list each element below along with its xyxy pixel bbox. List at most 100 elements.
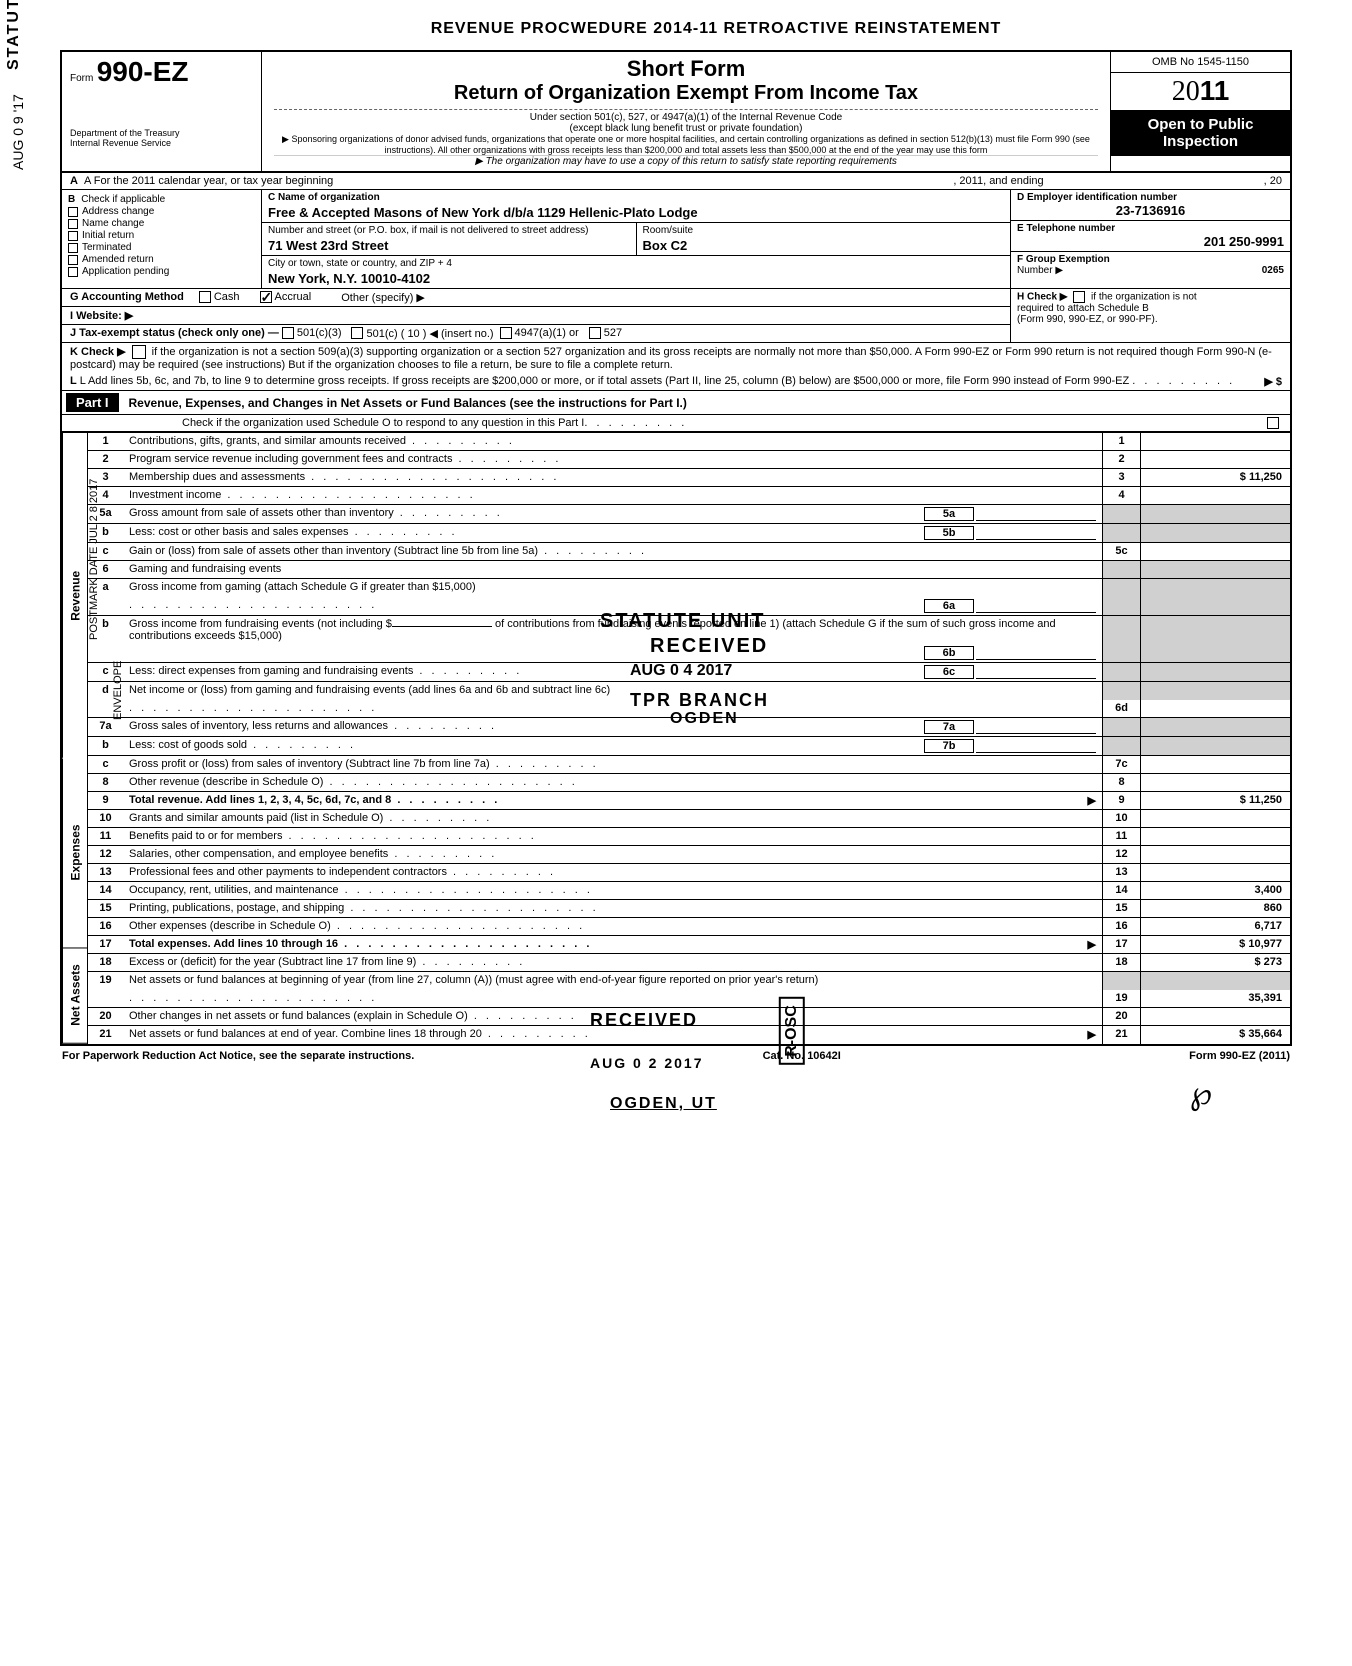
org-name: Free & Accepted Masons of New York d/b/a… [268, 205, 1004, 220]
line-11: 11Benefits paid to or for members11 [88, 828, 1290, 846]
amended-return-checkbox[interactable] [68, 255, 78, 265]
short-form-label: Short Form [274, 56, 1098, 82]
line-21: 21Net assets or fund balances at end of … [88, 1026, 1290, 1044]
city-label: City or town, state or country, and ZIP … [268, 258, 1004, 269]
accrual-checkbox[interactable] [260, 291, 272, 303]
line-7c: cGross profit or (loss) from sales of in… [88, 756, 1290, 774]
cash-checkbox[interactable] [199, 291, 211, 303]
street-label: Number and street (or P.O. box, if mail … [268, 225, 630, 236]
line-7b: bLess: cost of goods sold7b [88, 737, 1290, 756]
city-value: New York, N.Y. 10010-4102 [268, 271, 1004, 286]
line-14: 14Occupancy, rent, utilities, and mainte… [88, 882, 1290, 900]
net-assets-side-label: Net Assets [62, 948, 88, 1044]
line-5c: cGain or (loss) from sale of assets othe… [88, 543, 1290, 561]
return-title: Return of Organization Exempt From Incom… [274, 82, 1098, 105]
name-label: C Name of organization [268, 192, 1004, 203]
line-2: 2Program service revenue including gover… [88, 451, 1290, 469]
line-20: 20Other changes in net assets or fund ba… [88, 1008, 1290, 1026]
subtitle: Under section 501(c), 527, or 4947(a)(1)… [274, 109, 1098, 123]
signature: ℘ [60, 1074, 1212, 1112]
header-right: OMB No 1545-1150 2011 Open to Public Ins… [1110, 52, 1290, 171]
footer: For Paperwork Reduction Act Notice, see … [60, 1046, 1292, 1066]
envelope-stamp: ENVELOPE [112, 661, 124, 720]
line-6b-sub: 6b [88, 644, 1290, 663]
line-6d-box: 6d [88, 700, 1290, 718]
row-a: A A For the 2011 calendar year, or tax y… [62, 173, 1290, 190]
line-19: 19Net assets or fund balances at beginni… [88, 972, 1290, 990]
sponsor-text: ▶ Sponsoring organizations of donor advi… [274, 134, 1098, 155]
501c3-checkbox[interactable] [282, 327, 294, 339]
line-5a: 5aGross amount from sale of assets other… [88, 505, 1290, 524]
line-1: 1Contributions, gifts, grants, and simil… [88, 433, 1290, 451]
year-box: 2011 [1111, 73, 1290, 110]
initial-return-checkbox[interactable] [68, 231, 78, 241]
527-checkbox[interactable] [589, 327, 601, 339]
header-center: Short Form Return of Organization Exempt… [262, 52, 1110, 171]
schedule-o-checkbox[interactable] [1267, 417, 1279, 429]
form-number: 990-EZ [97, 56, 189, 87]
row-g: G Accounting Method Cash Accrual Other (… [62, 289, 1010, 307]
line-13: 13Professional fees and other payments t… [88, 864, 1290, 882]
year-suffix: 11 [1200, 75, 1230, 106]
rosc-stamp: R-OSC [781, 999, 803, 1063]
address-change-checkbox[interactable] [68, 207, 78, 217]
section-h: H Check ▶ if the organization is not req… [1010, 289, 1290, 342]
part1-check: Check if the organization used Schedule … [62, 415, 1290, 431]
line-16: 16Other expenses (describe in Schedule O… [88, 918, 1290, 936]
section-k-checkbox[interactable] [132, 345, 146, 359]
4947-checkbox[interactable] [500, 327, 512, 339]
schedule-b-checkbox[interactable] [1073, 291, 1085, 303]
open-public: Open to Public Inspection [1111, 110, 1290, 156]
number-label: Number ▶ [1017, 265, 1063, 276]
line-7a: 7aGross sales of inventory, less returns… [88, 718, 1290, 737]
terminated-checkbox[interactable] [68, 243, 78, 253]
postmark-stamp: POSTMARK DATE JUL 2 8 2017 [88, 479, 100, 640]
row-k: K Check ▶ if the organization is not a s… [62, 343, 1290, 373]
line-8: 8Other revenue (describe in Schedule O)8 [88, 774, 1290, 792]
irs-label: Internal Revenue Service [70, 138, 253, 148]
year-prefix: 20 [1172, 76, 1200, 107]
name-change-checkbox[interactable] [68, 219, 78, 229]
part1-header: Part I Revenue, Expenses, and Changes in… [62, 391, 1290, 415]
line-9: 9Total revenue. Add lines 1, 2, 3, 4, 5c… [88, 792, 1290, 810]
room-value: Box C2 [643, 238, 1005, 253]
line-12: 12Salaries, other compensation, and empl… [88, 846, 1290, 864]
application-pending-checkbox[interactable] [68, 267, 78, 277]
copy-note: ▶ The organization may have to use a cop… [274, 155, 1098, 167]
group-value: 0265 [1262, 265, 1284, 276]
line-3: 3Membership dues and assessments3$ 11,25… [88, 469, 1290, 487]
revenue-side-label: Revenue [62, 433, 88, 758]
501c-checkbox[interactable] [351, 327, 363, 339]
line-6: 6Gaming and fundraising events [88, 561, 1290, 579]
line-17: 17Total expenses. Add lines 10 through 1… [88, 936, 1290, 954]
date-stamp: AUG 0 9 '17 [10, 94, 26, 170]
line-18: 18Excess or (deficit) for the year (Subt… [88, 954, 1290, 972]
section-b-checks: BCheck if applicable Address change Name… [62, 190, 262, 288]
form-number-box: Form 990-EZ Department of the Treasury I… [62, 52, 262, 171]
statute-cleared-stamp: STATUTE CLEARED [5, 0, 23, 70]
street-value: 71 West 23rd Street [268, 238, 630, 253]
line-6b: bGross income from fundraising events (n… [88, 616, 1290, 644]
row-j: J Tax-exempt status (check only one) — 5… [62, 325, 1010, 342]
room-label: Room/suite [643, 225, 1005, 236]
omb-number: OMB No 1545-1150 [1111, 52, 1290, 73]
except-text: (except black lung benefit trust or priv… [274, 123, 1098, 134]
ein-value: 23-7136916 [1017, 203, 1284, 218]
phone-value: 201 250-9991 [1017, 234, 1284, 249]
phone-label: E Telephone number [1017, 223, 1284, 234]
line-6a: aGross income from gaming (attach Schedu… [88, 579, 1290, 597]
line-19-box: 1935,391 [88, 990, 1290, 1008]
line-15: 15Printing, publications, postage, and s… [88, 900, 1290, 918]
line-10: 10Grants and similar amounts paid (list … [88, 810, 1290, 828]
dept-treasury: Department of the Treasury [70, 128, 253, 138]
page-title: REVENUE PROCWEDURE 2014-11 RETROACTIVE R… [140, 20, 1292, 38]
row-i: I Website: ▶ [62, 307, 1010, 325]
group-exemption-label: F Group Exemption [1017, 254, 1284, 265]
form-word: Form [70, 73, 93, 84]
line-6a-sub: 6a [88, 597, 1290, 616]
expenses-side-label: Expenses [62, 758, 88, 948]
row-l: L L Add lines 5b, 6c, and 7b, to line 9 … [62, 373, 1290, 391]
line-5b: bLess: cost or other basis and sales exp… [88, 524, 1290, 543]
line-6c: cLess: direct expenses from gaming and f… [88, 663, 1290, 682]
line-6d: dNet income or (loss) from gaming and fu… [88, 682, 1290, 700]
